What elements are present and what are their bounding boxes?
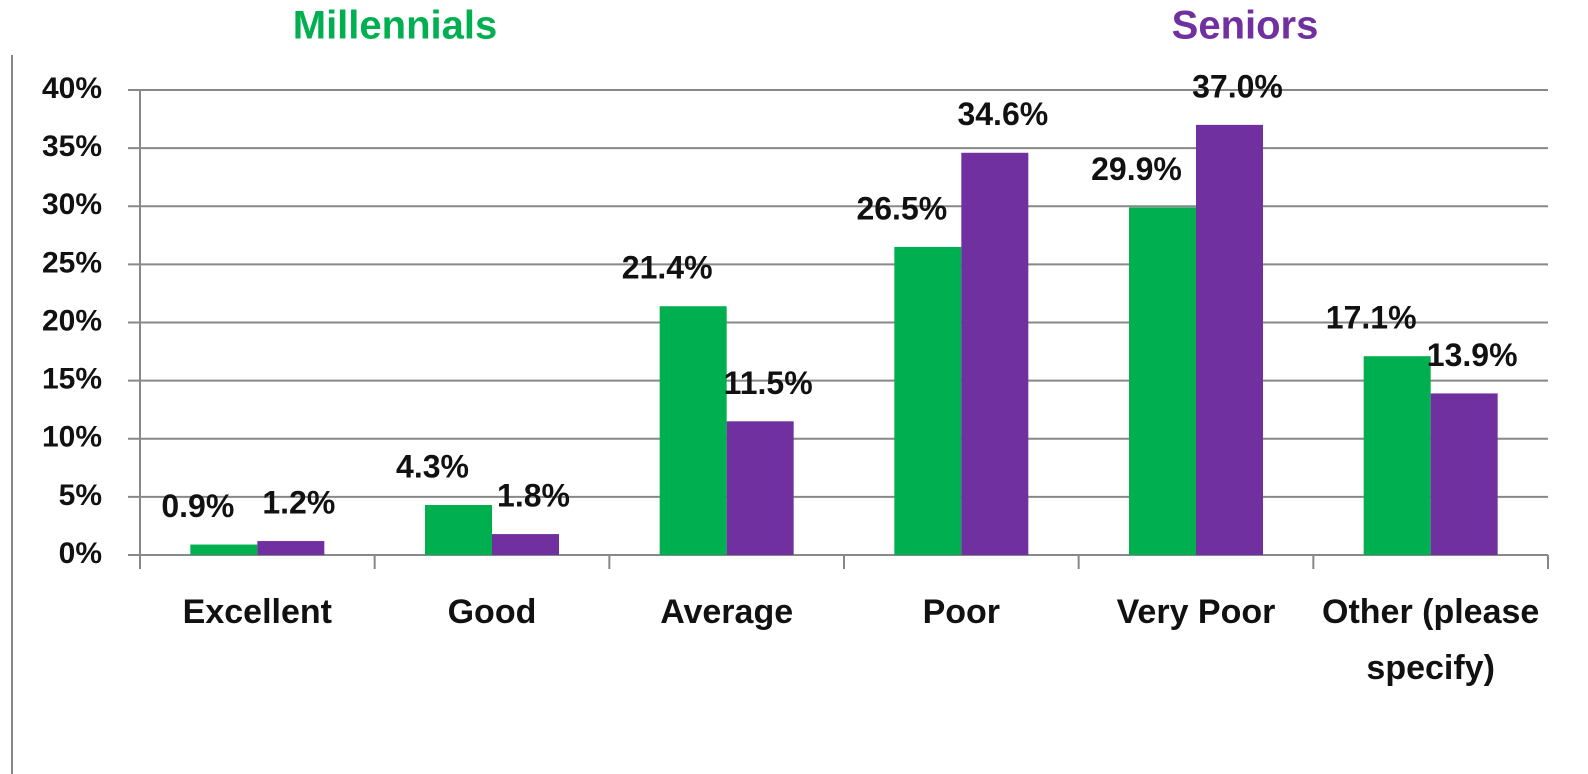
- data-label: 37.0%: [1192, 68, 1283, 104]
- y-tick-label: 15%: [42, 363, 102, 396]
- bar: [1196, 124, 1263, 555]
- x-tick-label: Good: [447, 593, 537, 631]
- data-label: 13.9%: [1427, 337, 1518, 373]
- data-label: 29.9%: [1091, 151, 1182, 187]
- data-label: 1.8%: [497, 478, 570, 514]
- y-tick-label: 10%: [42, 421, 102, 454]
- legend-label: Millennials: [293, 4, 498, 48]
- y-tick-label: 30%: [42, 188, 102, 221]
- bar: [425, 505, 492, 555]
- bar: [894, 246, 962, 555]
- bar: [190, 544, 258, 555]
- x-tick-label: Poor: [922, 593, 1001, 631]
- y-tick-label: 40%: [42, 72, 102, 105]
- bar: [1129, 207, 1196, 555]
- data-label: 11.5%: [724, 365, 813, 401]
- y-tick-label: 35%: [42, 130, 102, 163]
- bar: [492, 534, 559, 555]
- data-label: 17.1%: [1326, 300, 1417, 336]
- y-tick-label: 20%: [42, 304, 102, 337]
- bar: [659, 306, 727, 555]
- y-tick-label: 5%: [59, 479, 102, 512]
- bar: [257, 541, 325, 555]
- data-label: 4.3%: [396, 448, 469, 484]
- data-label: 1.2%: [262, 485, 335, 521]
- data-label: 0.9%: [161, 488, 234, 524]
- data-label: 34.6%: [957, 96, 1048, 132]
- x-tick-label: Very Poor: [1116, 593, 1276, 631]
- bar: [1363, 356, 1431, 555]
- y-tick-label: 0%: [59, 537, 102, 570]
- bar: [961, 152, 1029, 555]
- x-tick-label: Excellent: [182, 593, 332, 631]
- x-tick-label: Other (please specify): [1322, 593, 1540, 687]
- legend-label: Seniors: [1172, 4, 1319, 48]
- data-label: 21.4%: [622, 250, 713, 286]
- y-tick-label: 25%: [42, 246, 102, 279]
- bar: [1430, 393, 1498, 555]
- data-label: 26.5%: [856, 190, 947, 226]
- x-tick-label: Average: [660, 593, 794, 631]
- bar: [726, 421, 794, 555]
